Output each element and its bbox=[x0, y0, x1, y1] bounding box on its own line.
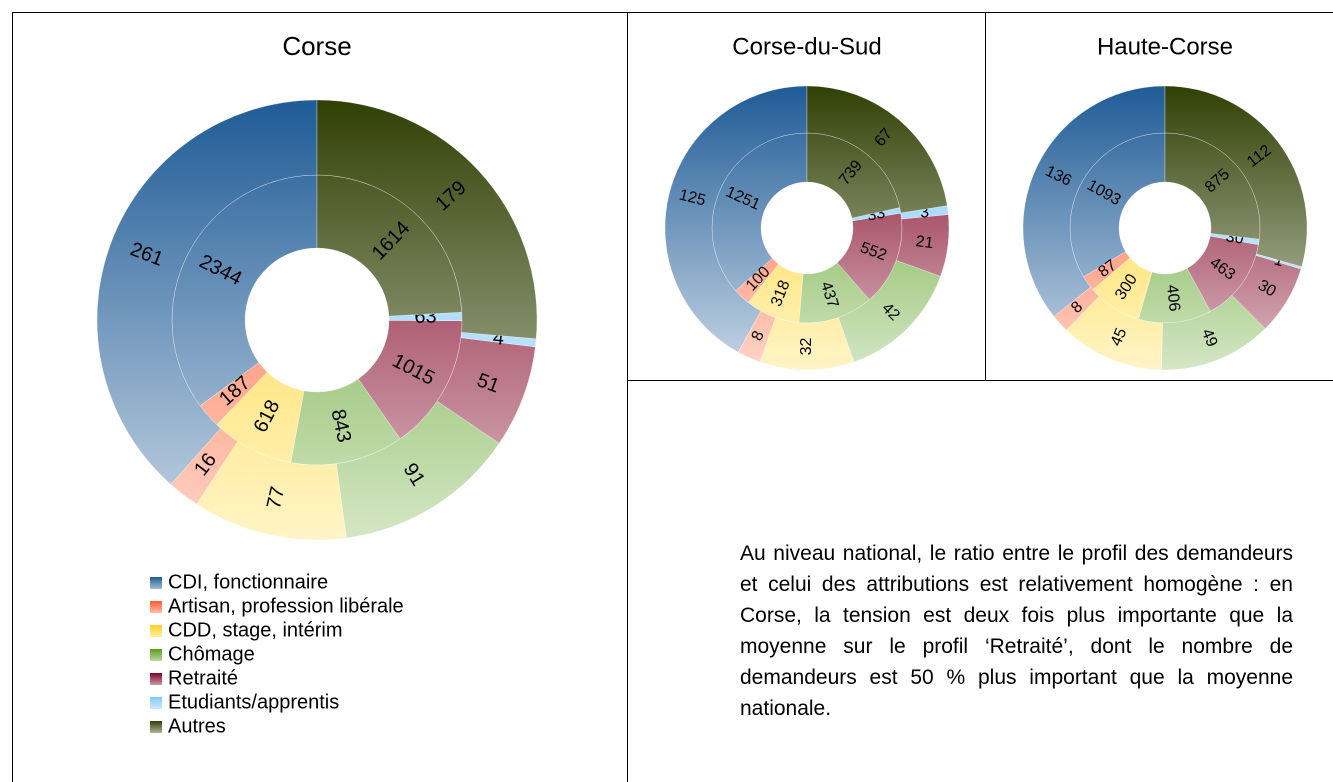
legend-label: Retraité bbox=[168, 667, 238, 689]
data-label: 45 bbox=[1108, 326, 1131, 349]
data-label: 21 bbox=[915, 233, 935, 252]
paragraph: Au niveau national, le ratio entre le pr… bbox=[740, 542, 1293, 720]
legend-label: Artisan, profession libérale bbox=[168, 595, 404, 617]
data-label: 125 bbox=[677, 186, 707, 209]
data-label: 49 bbox=[1198, 327, 1220, 350]
legend-swatch bbox=[150, 721, 162, 733]
legend-swatch bbox=[150, 625, 162, 637]
frame-right bbox=[985, 12, 1333, 381]
legend-swatch bbox=[150, 577, 162, 589]
legend-swatch bbox=[150, 673, 162, 685]
data-label: 406 bbox=[1163, 284, 1183, 312]
donut-segment bbox=[96, 99, 318, 485]
legend-label: CDI, fonctionnaire bbox=[168, 571, 328, 593]
legend-swatch bbox=[150, 697, 162, 709]
chart-title: Corse-du-Sud bbox=[732, 33, 881, 60]
legend-label: Chômage bbox=[168, 643, 255, 665]
legend-swatch bbox=[150, 649, 162, 661]
chart-title: Corse bbox=[282, 31, 351, 61]
legend-label: CDD, stage, intérim bbox=[168, 619, 343, 641]
frame-left bbox=[12, 12, 628, 782]
data-label: 77 bbox=[263, 485, 289, 512]
chart-title: Haute-Corse bbox=[1097, 33, 1233, 60]
donut-segment bbox=[1164, 85, 1308, 267]
donut-segment bbox=[1022, 85, 1166, 317]
legend-label: Etudiants/apprentis bbox=[168, 691, 339, 713]
donut-segment bbox=[316, 99, 538, 339]
legend-label: Autres bbox=[168, 715, 226, 737]
legend-swatch bbox=[150, 601, 162, 613]
data-label: 32 bbox=[798, 338, 815, 356]
data-label: 3 bbox=[919, 204, 930, 222]
data-label: 30 bbox=[1255, 277, 1279, 301]
